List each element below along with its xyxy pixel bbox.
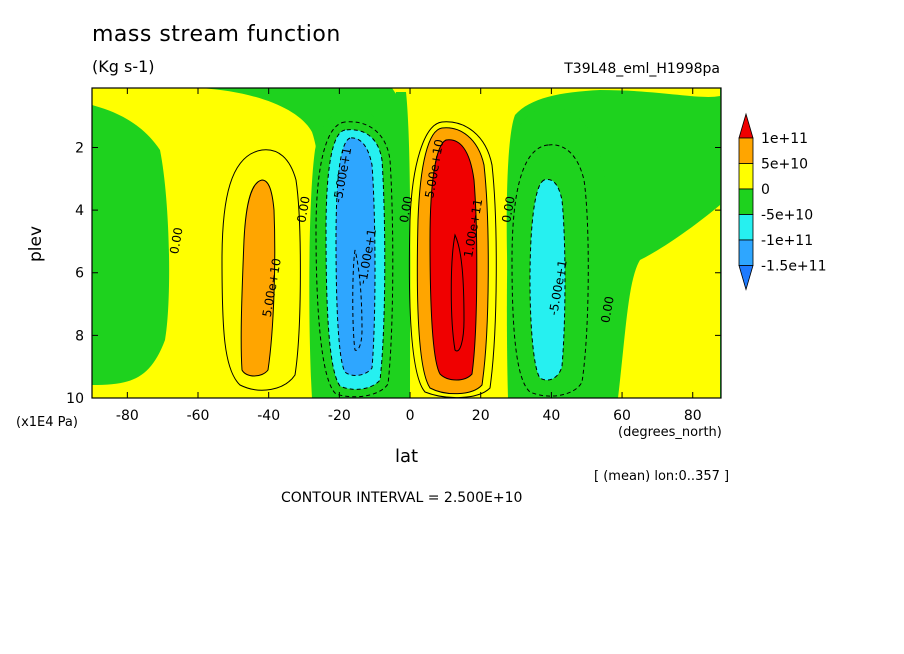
colorbar-cell xyxy=(738,137,754,164)
colorbar-label: 1e+11 xyxy=(761,131,808,147)
fill-pos-mid xyxy=(241,180,275,376)
contour-line xyxy=(416,127,489,395)
fill-neg-large xyxy=(336,137,375,376)
fill-neg-small xyxy=(388,92,411,398)
y-axis-ticks: 2 4 6 8 10 xyxy=(66,140,721,407)
contour-interval-note: CONTOUR INTERVAL = 2.500E+10 xyxy=(281,490,523,506)
contour-line xyxy=(429,139,478,381)
x-axis-label: lat xyxy=(395,446,419,467)
x-tick-label: 80 xyxy=(684,408,702,424)
colorbar-label: -5e+10 xyxy=(761,208,813,224)
colorbar-cell xyxy=(738,112,754,139)
colorbar-cell xyxy=(738,239,754,266)
contour-label: 0.00 xyxy=(167,226,185,255)
x-tick-label: -80 xyxy=(116,408,139,424)
contour-line xyxy=(335,137,376,376)
y-tick-label: 4 xyxy=(75,203,84,219)
contour-line xyxy=(240,179,276,377)
colorbar-cell xyxy=(738,265,754,291)
x-tick-label: 20 xyxy=(472,408,490,424)
colorbar-label: 5e+10 xyxy=(761,157,808,173)
contour-label: 0.00 xyxy=(499,195,517,224)
contour-line xyxy=(325,129,386,390)
contour-label: 0.00 xyxy=(397,195,415,224)
colorbar-label: -1e+11 xyxy=(761,233,813,249)
colorbar-label: 0 xyxy=(761,182,770,198)
colorbar-cell xyxy=(738,188,754,215)
fill-pos-large xyxy=(430,139,477,380)
colorbar-cell xyxy=(738,214,754,241)
plot-frame xyxy=(91,87,722,399)
y-tick-label: 6 xyxy=(75,266,84,282)
chart-title: mass stream function xyxy=(92,22,341,47)
contour-line xyxy=(221,149,301,391)
chart-units: (Kg s-1) xyxy=(92,57,155,76)
contour-lines xyxy=(221,121,589,398)
contour-label: 0.00 xyxy=(294,195,312,224)
contour-line xyxy=(315,121,394,398)
x-axis-ticks: -80 -60 -40 -20 0 20 40 60 80 xyxy=(116,88,702,424)
colorbar: 1e+11 5e+10 0 -5e+10 -1e+11 -1.5e+11 xyxy=(738,112,826,291)
run-label: T39L48_eml_H1998pa xyxy=(564,61,720,77)
x-tick-label: -60 xyxy=(187,408,210,424)
contour-line xyxy=(529,179,566,381)
y-tick-label: 2 xyxy=(75,140,84,156)
x-tick-label: 40 xyxy=(542,408,560,424)
y-tick-label: 10 xyxy=(66,391,84,407)
fill-pos-small xyxy=(618,205,720,398)
contour-label: 0.00 xyxy=(598,295,616,324)
x-axis-units: (degrees_north) xyxy=(618,425,722,440)
x-tick-label: 0 xyxy=(406,408,415,424)
y-tick-label: 8 xyxy=(75,328,84,344)
x-tick-label: 60 xyxy=(613,408,631,424)
fill-neg-mid xyxy=(530,179,565,381)
contour-line xyxy=(450,233,465,352)
colorbar-cell xyxy=(738,163,754,190)
colorbar-label: -1.5e+11 xyxy=(761,259,826,275)
contour-fill xyxy=(92,88,721,398)
mean-note: [ (mean) lon:0..357 ] xyxy=(594,469,730,484)
contour-line xyxy=(511,144,589,397)
x-tick-label: -20 xyxy=(328,408,351,424)
x-tick-label: -40 xyxy=(257,408,280,424)
y-axis-units: (x1E4 Pa) xyxy=(16,415,78,430)
